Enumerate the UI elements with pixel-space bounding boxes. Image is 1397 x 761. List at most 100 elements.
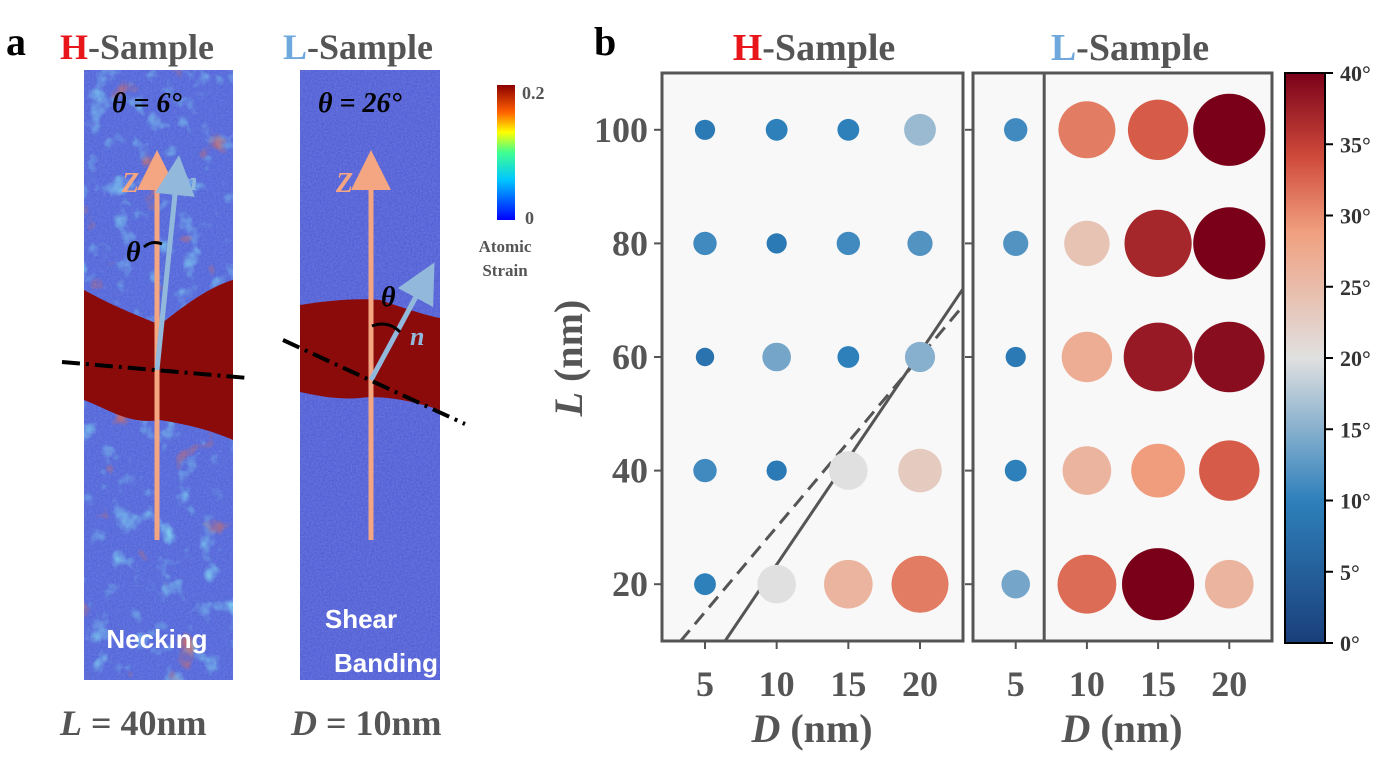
l-point-d10-l80 [1064,220,1110,267]
h-xtick-label: 10 [759,664,795,704]
theta-colorbar-body [1284,72,1326,644]
panel-a-label: a [6,19,26,64]
colorbar-tick-label: 35° [1340,132,1371,157]
h-point-d20-l40 [898,448,942,493]
l-point-d15-l100 [1127,99,1189,160]
colorbar-tick-label: 20° [1340,346,1371,371]
h-bottom-label: L = 40nm [59,703,207,743]
l-sample-title: L-Sample [283,27,433,67]
colorbar-tick-label: 15° [1340,417,1371,442]
ytick-label: 60 [612,337,648,377]
l-point-d20-l60 [1193,321,1265,393]
h-normal-arrow [154,155,195,371]
l-point-d10-l40 [1062,446,1112,495]
h-point-d15-l100 [837,118,860,141]
l-point-d15-l80 [1124,209,1192,277]
h-point-d5-l100 [694,119,716,140]
h-point-d15-l40 [829,451,868,490]
l-point-d15-l60 [1123,322,1193,392]
strain-colorbar [497,85,515,220]
colorbar-tick-label: 5° [1340,560,1360,585]
h-point-d20-l100 [904,113,936,146]
l-xtick-label: 10 [1069,664,1105,704]
strain-colorbar-min: 0 [525,208,534,228]
h-subplot: 5 10 15 20 20 40 60 80 100 [594,71,965,704]
l-point-d20-l40 [1199,440,1260,501]
y-axis-label: L (nm) [546,300,591,418]
l-bottom-label: D = 10nm [290,703,442,743]
h-subplot-title: H-Sample [733,27,896,69]
l-point-d5-l20 [1001,569,1031,599]
l-point-d5-l60 [1005,346,1026,368]
h-point-d5-l60 [695,347,715,367]
h-point-d5-l80 [693,231,717,256]
ytick-label: 20 [612,564,648,604]
l-sample-title-rest: -Sample [307,27,433,67]
colorbar-tick-label: 10° [1340,489,1371,514]
strain-colorbar-max: 0.2 [522,83,545,103]
l-x-axis-label: D (nm) [1060,706,1182,751]
h-theta-value: θ = 6° [112,88,182,119]
l-subplot-title: L-Sample [1051,27,1209,69]
h-point-d5-l40 [693,458,717,483]
h-sample-title: H-Sample [60,27,214,67]
h-xtick-label: 20 [902,664,938,704]
strain-colorbar-title-2: Strain [482,261,528,280]
l-plane-line [282,338,466,426]
strain-colorbar-title-1: Atomic [479,237,532,256]
h-point-d10-l40 [766,460,787,481]
ytick-label: 40 [612,451,648,491]
l-point-d10-l60 [1061,331,1113,383]
h-sample-title-rest: -Sample [88,27,214,67]
l-point-d10-l20 [1057,554,1117,614]
theta-colorbar: 0° 5° 10° 15° 20° 25° 30° 35° 40° [1284,61,1371,656]
ytick-label: 80 [612,223,648,263]
l-xtick-label: 15 [1140,664,1176,704]
panel-b-label: b [594,19,616,64]
h-theta-symbol: θ [126,237,141,268]
ytick-label: 100 [594,110,648,150]
h-point-d20-l60 [904,341,936,373]
l-point-d5-l40 [1004,459,1027,482]
h-point-d10-l100 [765,118,788,141]
l-point-d20-l100 [1193,93,1266,166]
l-theta-value: θ = 26° [318,88,402,119]
h-theta-arc [143,241,163,249]
h-mode-label: Necking [106,624,207,654]
h-point-d15-l20 [824,559,873,609]
l-n-label: n [410,322,424,351]
h-point-d20-l80 [907,230,933,256]
h-point-d15-l80 [836,231,861,256]
l-point-d15-l40 [1131,443,1185,498]
h-sample-letter: H [60,27,88,67]
l-z-label: Z [335,168,353,199]
l-point-d20-l80 [1193,207,1266,280]
h-point-d15-l60 [837,346,860,368]
l-subplot: 5 10 15 20 [965,71,1274,704]
h-xtick-label: 5 [696,664,714,704]
h-point-d20-l20 [891,555,949,613]
colorbar-tick-label: 30° [1340,204,1371,229]
l-point-d10-l100 [1058,101,1116,159]
l-point-d15-l20 [1121,548,1195,621]
h-n-label: n [183,167,197,196]
l-point-d20-l20 [1204,559,1254,609]
l-mode-label-line1: Shear [325,604,397,634]
l-xtick-label: 5 [1007,664,1025,704]
h-point-d10-l80 [766,233,787,254]
colorbar-tick-label: 0° [1340,631,1360,656]
l-xtick-label: 20 [1211,664,1247,704]
h-point-d10-l60 [762,342,791,372]
colorbar-tick-label: 25° [1340,275,1371,300]
l-point-d5-l80 [1003,230,1029,256]
l-sample-letter: L [283,27,307,67]
l-theta-symbol: θ [381,282,396,313]
h-z-label: Z [121,168,139,199]
colorbar-tick-label: 40° [1340,61,1371,86]
l-theta-arc [371,322,402,334]
l-mode-label-line2: Banding [334,648,438,678]
l-point-d5-l100 [1004,118,1028,142]
h-x-axis-label: D (nm) [750,706,872,751]
h-point-d5-l20 [694,573,716,596]
